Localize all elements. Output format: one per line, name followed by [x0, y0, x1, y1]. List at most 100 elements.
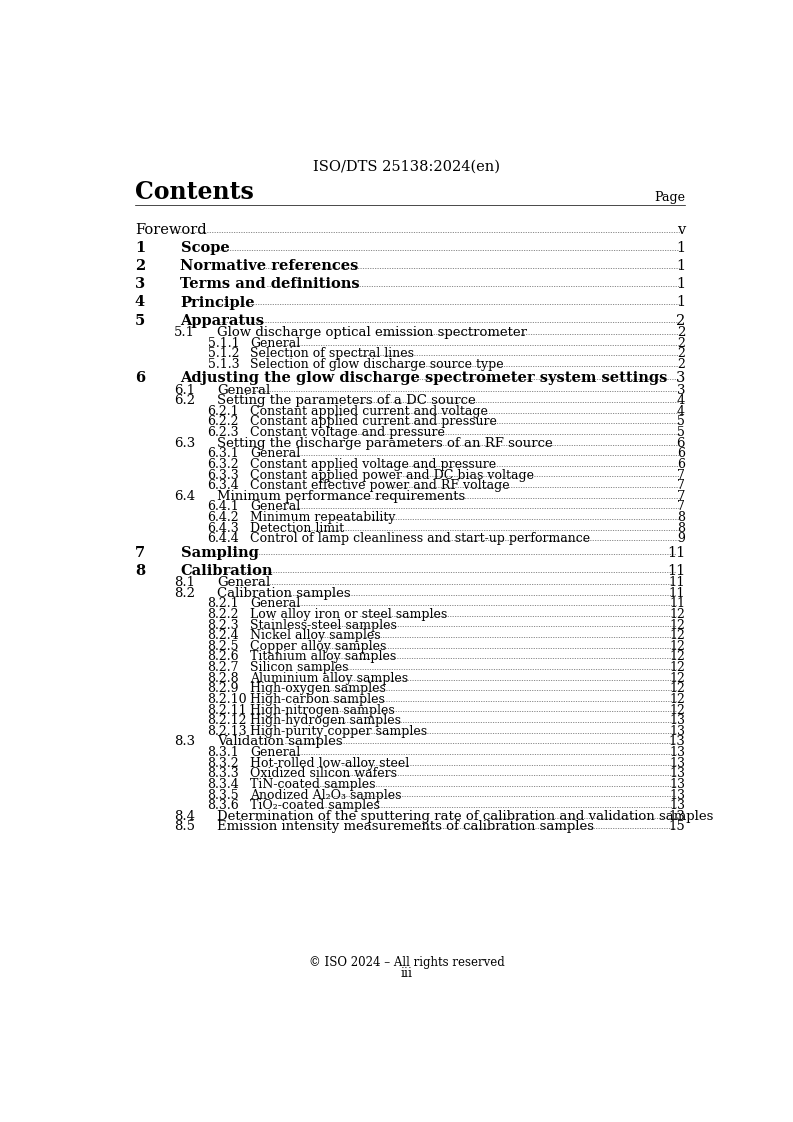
Text: 12: 12 — [669, 618, 685, 632]
Text: 1: 1 — [676, 259, 685, 274]
Text: 2: 2 — [135, 259, 145, 274]
Text: Calibration samples: Calibration samples — [217, 587, 351, 599]
Text: 2: 2 — [676, 313, 685, 328]
Text: 8: 8 — [677, 522, 685, 535]
Text: 6.1: 6.1 — [174, 384, 195, 396]
Text: 8.2.4: 8.2.4 — [208, 629, 239, 642]
Text: 13: 13 — [669, 778, 685, 791]
Text: Minimum repeatability: Minimum repeatability — [251, 511, 396, 524]
Text: 13: 13 — [669, 725, 685, 738]
Text: Constant applied current and voltage: Constant applied current and voltage — [251, 405, 488, 417]
Text: 7: 7 — [135, 545, 145, 560]
Text: 12: 12 — [669, 661, 685, 674]
Text: 7: 7 — [677, 479, 685, 493]
Text: 2: 2 — [677, 348, 685, 360]
Text: 3: 3 — [135, 277, 145, 292]
Text: 4: 4 — [676, 394, 685, 407]
Text: ISO/DTS 25138:2024(en): ISO/DTS 25138:2024(en) — [313, 160, 500, 174]
Text: General: General — [251, 597, 301, 610]
Text: Contents: Contents — [135, 180, 254, 203]
Text: Setting the discharge parameters of an RF source: Setting the discharge parameters of an R… — [217, 436, 553, 450]
Text: 1: 1 — [676, 241, 685, 255]
Text: Normative references: Normative references — [181, 259, 359, 274]
Text: Control of lamp cleanliness and start-up performance: Control of lamp cleanliness and start-up… — [251, 532, 590, 545]
Text: 8.3.3: 8.3.3 — [208, 767, 239, 780]
Text: v: v — [676, 223, 685, 237]
Text: 6: 6 — [676, 436, 685, 450]
Text: 4: 4 — [135, 295, 145, 310]
Text: 7: 7 — [676, 490, 685, 503]
Text: Foreword: Foreword — [135, 223, 206, 237]
Text: Constant voltage and pressure: Constant voltage and pressure — [251, 426, 445, 439]
Text: Page: Page — [654, 191, 685, 204]
Text: General: General — [251, 500, 301, 514]
Text: 12: 12 — [669, 608, 685, 620]
Text: 13: 13 — [669, 715, 685, 727]
Text: Hot-rolled low-alloy steel: Hot-rolled low-alloy steel — [251, 756, 409, 770]
Text: 11: 11 — [667, 545, 685, 560]
Text: 11: 11 — [668, 576, 685, 589]
Text: 13: 13 — [669, 767, 685, 780]
Text: 1: 1 — [676, 277, 685, 292]
Text: 8.3.5: 8.3.5 — [208, 789, 239, 801]
Text: 11: 11 — [667, 563, 685, 578]
Text: Calibration: Calibration — [181, 563, 273, 578]
Text: © ISO 2024 – All rights reserved: © ISO 2024 – All rights reserved — [308, 956, 504, 969]
Text: 8: 8 — [135, 563, 145, 578]
Text: 6.3.4: 6.3.4 — [208, 479, 239, 493]
Text: 13: 13 — [669, 746, 685, 760]
Text: Silicon samples: Silicon samples — [251, 661, 349, 674]
Text: 6.3.3: 6.3.3 — [208, 469, 239, 481]
Text: Anodized Al₂O₃ samples: Anodized Al₂O₃ samples — [251, 789, 402, 801]
Text: Nickel alloy samples: Nickel alloy samples — [251, 629, 381, 642]
Text: Constant applied power and DC bias voltage: Constant applied power and DC bias volta… — [251, 469, 534, 481]
Text: 12: 12 — [669, 682, 685, 696]
Text: TiN-coated samples: TiN-coated samples — [251, 778, 376, 791]
Text: 8.2.6: 8.2.6 — [208, 651, 239, 663]
Text: 8.3: 8.3 — [174, 735, 195, 748]
Text: High-nitrogen samples: High-nitrogen samples — [251, 703, 395, 717]
Text: 6.4.3: 6.4.3 — [208, 522, 239, 535]
Text: 8.2.2: 8.2.2 — [208, 608, 239, 620]
Text: Copper alloy samples: Copper alloy samples — [251, 640, 387, 653]
Text: 8.3.6: 8.3.6 — [208, 799, 239, 812]
Text: High-carbon samples: High-carbon samples — [251, 693, 385, 706]
Text: 12: 12 — [669, 672, 685, 684]
Text: 8.2.5: 8.2.5 — [208, 640, 239, 653]
Text: 8.2: 8.2 — [174, 587, 195, 599]
Text: 13: 13 — [669, 789, 685, 801]
Text: Detection limit: Detection limit — [251, 522, 344, 535]
Text: Apparatus: Apparatus — [181, 313, 265, 328]
Text: 8.4: 8.4 — [174, 810, 195, 822]
Text: 5.1.1: 5.1.1 — [208, 337, 239, 350]
Text: 11: 11 — [669, 597, 685, 610]
Text: 8.2.11: 8.2.11 — [208, 703, 247, 717]
Text: 8.5: 8.5 — [174, 820, 195, 834]
Text: 4: 4 — [677, 405, 685, 417]
Text: 2: 2 — [677, 337, 685, 350]
Text: 7: 7 — [677, 500, 685, 514]
Text: Validation samples: Validation samples — [217, 735, 343, 748]
Text: 8.3.2: 8.3.2 — [208, 756, 239, 770]
Text: 11: 11 — [668, 587, 685, 599]
Text: TiO₂-coated samples: TiO₂-coated samples — [251, 799, 380, 812]
Text: 6.2: 6.2 — [174, 394, 195, 407]
Text: Selection of glow discharge source type: Selection of glow discharge source type — [251, 358, 504, 371]
Text: 13: 13 — [669, 799, 685, 812]
Text: iii: iii — [400, 967, 412, 980]
Text: High-oxygen samples: High-oxygen samples — [251, 682, 386, 696]
Text: 2: 2 — [676, 327, 685, 339]
Text: Selection of spectral lines: Selection of spectral lines — [251, 348, 414, 360]
Text: General: General — [251, 746, 301, 760]
Text: 8.3.4: 8.3.4 — [208, 778, 239, 791]
Text: Titanium alloy samples: Titanium alloy samples — [251, 651, 396, 663]
Text: 15: 15 — [668, 820, 685, 834]
Text: 12: 12 — [669, 693, 685, 706]
Text: 12: 12 — [669, 703, 685, 717]
Text: Scope: Scope — [181, 241, 229, 255]
Text: 7: 7 — [677, 469, 685, 481]
Text: 5.1.3: 5.1.3 — [208, 358, 239, 371]
Text: Aluminium alloy samples: Aluminium alloy samples — [251, 672, 408, 684]
Text: Principle: Principle — [181, 295, 255, 310]
Text: 13: 13 — [669, 756, 685, 770]
